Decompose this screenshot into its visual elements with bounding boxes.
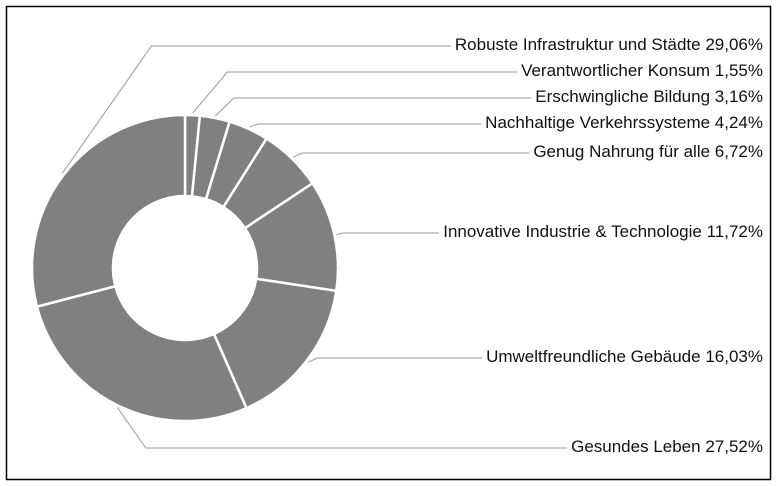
slice-label: Verantwortlicher Konsum 1,55% bbox=[521, 61, 763, 80]
donut-slice bbox=[35, 284, 249, 423]
slice-label: Genug Nahrung für alle 6,72% bbox=[533, 142, 763, 161]
leader-line bbox=[249, 123, 482, 128]
leader-line bbox=[336, 232, 440, 235]
slice-name: Innovative Industrie & Technologie bbox=[443, 222, 702, 241]
leader-line bbox=[214, 97, 532, 117]
leader-line bbox=[307, 357, 483, 363]
slice-label: Innovative Industrie & Technologie 11,72… bbox=[443, 222, 763, 241]
slice-name: Gesundes Leben bbox=[571, 437, 701, 456]
slice-value: 16,03% bbox=[705, 347, 763, 366]
leader-line bbox=[293, 152, 530, 158]
slice-label: Erschwingliche Bildung 3,16% bbox=[535, 87, 763, 106]
slice-name: Nachhaltige Verkehrssysteme bbox=[485, 113, 710, 132]
donut-slice bbox=[30, 113, 187, 309]
slice-value: 11,72% bbox=[707, 222, 763, 241]
slice-name: Verantwortlicher Konsum bbox=[521, 61, 710, 80]
slice-value: 29,06% bbox=[705, 35, 763, 54]
leader-line bbox=[117, 407, 568, 449]
slice-label: Nachhaltige Verkehrssysteme 4,24% bbox=[485, 113, 763, 132]
leader-line bbox=[61, 45, 451, 174]
slice-label: Umweltfreundliche Gebäude 16,03% bbox=[486, 347, 763, 366]
slice-value: 4,24% bbox=[715, 113, 763, 132]
slice-name: Umweltfreundliche Gebäude bbox=[486, 347, 701, 366]
slice-value: 3,16% bbox=[715, 87, 763, 106]
slice-value: 6,72% bbox=[715, 142, 763, 161]
slice-label: Robuste Infrastruktur und Städte 29,06% bbox=[455, 35, 763, 54]
slice-value: 27,52% bbox=[705, 437, 763, 456]
slice-name: Genug Nahrung für alle bbox=[533, 142, 710, 161]
slice-name: Robuste Infrastruktur und Städte bbox=[455, 35, 701, 54]
slice-label: Gesundes Leben 27,52% bbox=[571, 437, 763, 456]
slice-name: Erschwingliche Bildung bbox=[535, 87, 710, 106]
slice-value: 1,55% bbox=[715, 61, 763, 80]
leader-line bbox=[192, 71, 518, 114]
